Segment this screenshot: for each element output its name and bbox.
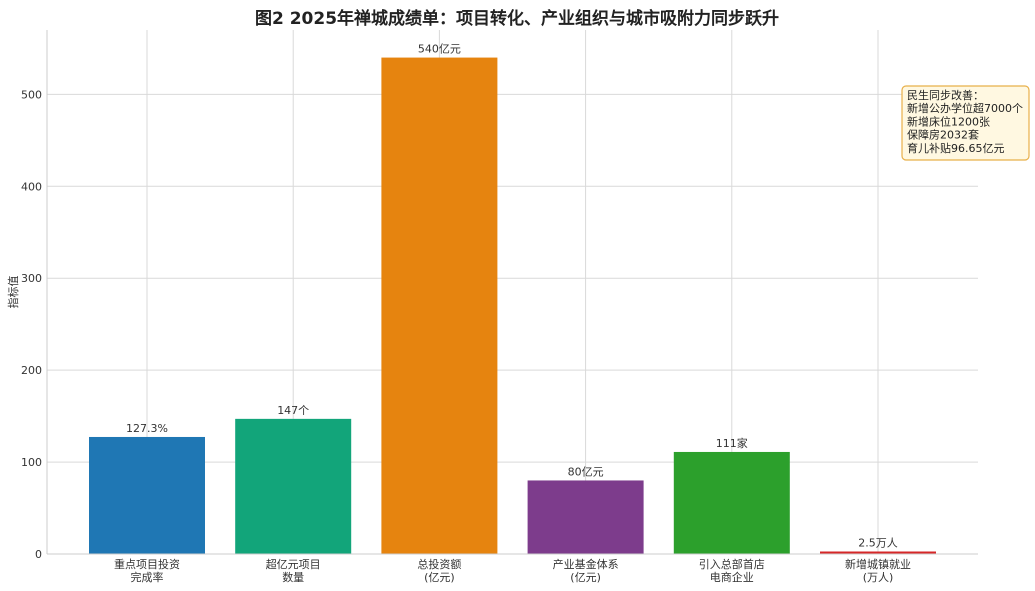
y-tick-label: 200 bbox=[21, 364, 42, 377]
x-axis: 重点项目投资完成率超亿元项目数量总投资额(亿元)产业基金体系(亿元)引入总部首店… bbox=[47, 553, 978, 584]
x-tick-label: 产业基金体系 bbox=[553, 557, 619, 571]
x-tick-label: 引入总部首店 bbox=[699, 557, 765, 571]
annotation-line: 保障房2032套 bbox=[907, 128, 979, 142]
bar bbox=[89, 436, 205, 554]
y-tick-label: 400 bbox=[21, 180, 42, 193]
bar-data-label: 111家 bbox=[716, 436, 748, 450]
bar bbox=[381, 57, 498, 554]
x-tick-label: 重点项目投资 bbox=[114, 557, 180, 571]
bar-data-label: 540亿元 bbox=[418, 43, 461, 56]
x-tick-label: 新增城镇就业 bbox=[845, 557, 911, 571]
bar-data-label: 80亿元 bbox=[568, 465, 604, 478]
bar bbox=[235, 418, 352, 554]
annotation-box-frame bbox=[901, 85, 1030, 161]
x-tick-label: 总投资额 bbox=[417, 557, 461, 571]
bar-data-label: 2.5万人 bbox=[858, 537, 898, 550]
annotation-line: 新增床位1200张 bbox=[907, 114, 990, 128]
annotation-line: 育儿补贴96.65亿元 bbox=[907, 141, 1005, 155]
y-axis-label: 指标值 bbox=[6, 276, 20, 309]
x-tick-label: (亿元) bbox=[570, 571, 601, 584]
annotation-line: 新增公办学位超7000个 bbox=[907, 101, 1023, 115]
x-tick-label: 完成率 bbox=[131, 570, 164, 584]
y-tick-label: 0 bbox=[35, 548, 42, 561]
bar-data-label: 147个 bbox=[277, 404, 309, 417]
y-tick-label: 100 bbox=[21, 456, 42, 469]
chart-title: 图2 2025年禅城成绩单：项目转化、产业组织与城市吸附力同步跃升 bbox=[255, 8, 779, 29]
annotation-line: 民生同步改善： bbox=[907, 88, 984, 102]
annotation-box: 民生同步改善：新增公办学位超7000个新增床位1200张保障房2032套育儿补贴… bbox=[901, 85, 1030, 161]
x-tick-label: (万人) bbox=[863, 571, 894, 584]
y-tick-label: 500 bbox=[21, 88, 42, 101]
bar-data-label: 127.3% bbox=[126, 422, 168, 435]
x-tick-label: 电商企业 bbox=[710, 570, 754, 584]
bar bbox=[673, 451, 790, 554]
x-tick-label: (亿元) bbox=[424, 571, 455, 584]
bar bbox=[527, 480, 644, 554]
x-tick-label: 数量 bbox=[282, 571, 304, 584]
bars: 127.3% 147个 540亿元 80亿元 111家 2.5万人 bbox=[89, 43, 936, 554]
bar bbox=[820, 551, 936, 554]
y-tick-label: 300 bbox=[21, 272, 42, 285]
x-tick-label: 超亿元项目 bbox=[266, 557, 321, 571]
y-axis: 0 100 200 300 400 500 bbox=[21, 30, 48, 561]
